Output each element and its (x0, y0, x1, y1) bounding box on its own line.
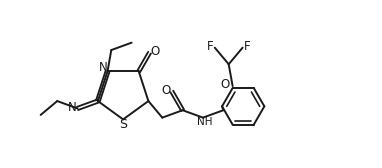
Text: S: S (119, 118, 127, 131)
Text: O: O (220, 78, 229, 91)
Text: N: N (68, 101, 76, 114)
Text: O: O (161, 84, 170, 97)
Text: O: O (151, 45, 160, 58)
Text: NH: NH (197, 117, 212, 127)
Text: F: F (207, 40, 214, 53)
Text: N: N (99, 61, 108, 74)
Text: F: F (244, 40, 250, 53)
